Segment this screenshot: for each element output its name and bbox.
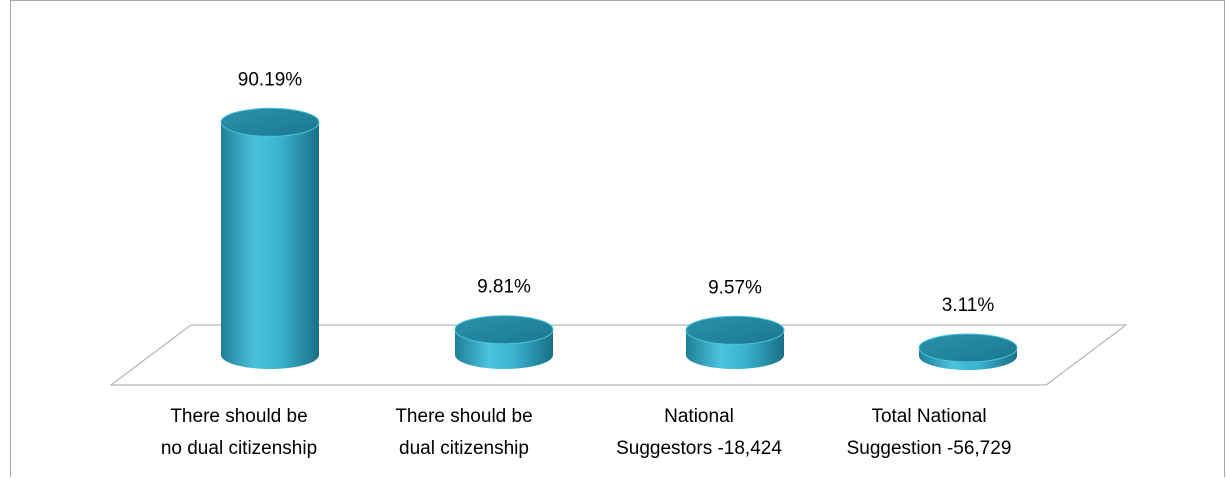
bar-body <box>221 122 319 369</box>
data-label: 3.11% <box>942 295 995 316</box>
bar-body <box>919 347 1017 370</box>
bars-group <box>220 107 1018 370</box>
bar-3 <box>685 315 785 369</box>
value-labels-group: 90.19% 9.81% 9.57% 3.11% <box>238 69 995 316</box>
bar-2 <box>454 315 554 369</box>
category-label: There should be dual citizenship <box>395 406 532 459</box>
bar-4 <box>918 333 1018 370</box>
chart-area: 90.19% 9.81% 9.57% 3.11% There should be no … <box>10 0 1225 477</box>
category-labels-group: There should be no dual citizenship There … <box>161 406 1012 459</box>
bar-body <box>686 330 784 369</box>
bar-1 <box>220 107 320 369</box>
category-label: Total National Suggestion -56,729 <box>847 406 1012 459</box>
bar-top <box>685 315 785 345</box>
category-label: There should be no dual citizenship <box>161 406 317 459</box>
data-label: 9.81% <box>477 277 531 298</box>
bar-top <box>454 315 554 345</box>
category-label: National Suggestors -18,424 <box>616 406 782 459</box>
data-label: 9.57% <box>708 277 762 298</box>
bar-body <box>455 329 553 369</box>
bar-chart: 90.19% 9.81% 9.57% 3.11% There should be no … <box>109 69 1128 459</box>
chart-floor <box>109 324 1128 386</box>
bar-top <box>918 333 1018 363</box>
data-label: 90.19% <box>238 69 303 90</box>
bar-top <box>220 107 320 137</box>
